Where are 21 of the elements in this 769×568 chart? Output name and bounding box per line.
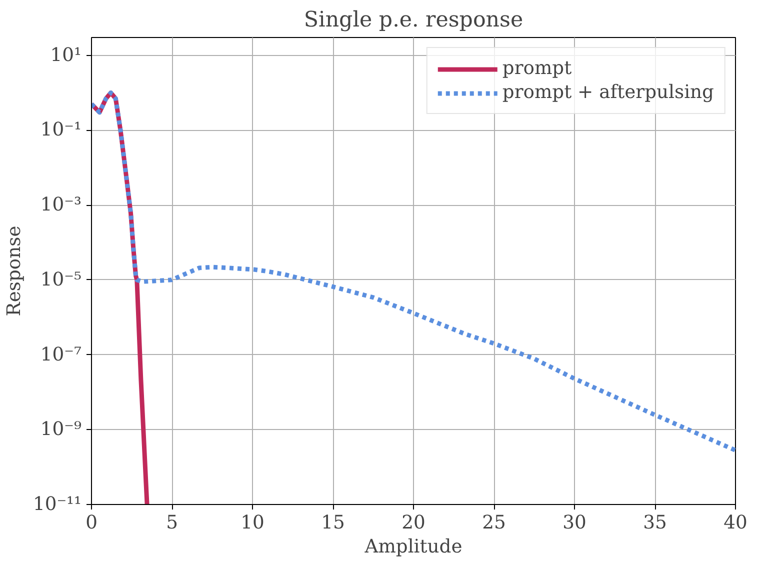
x-tick-label: 10 <box>240 512 264 534</box>
x-tick-label: 15 <box>321 512 345 534</box>
y-tick-label: 10¹ <box>50 44 82 66</box>
y-tick-label: 10⁻⁷ <box>40 344 82 366</box>
x-tick-label: 35 <box>643 512 667 534</box>
x-tick-label: 25 <box>482 512 506 534</box>
x-tick-label: 20 <box>402 512 426 534</box>
x-tick-label: 30 <box>562 512 586 534</box>
y-axis-title: Response <box>4 226 25 316</box>
x-tick-label: 0 <box>86 512 98 534</box>
y-tick-label: 10⁻⁹ <box>40 419 82 440</box>
y-tick-label: 10⁻¹¹ <box>32 494 82 515</box>
y-tick-label: 10⁻¹ <box>40 120 82 141</box>
x-tick-label: 40 <box>724 512 748 534</box>
legend-label: prompt + afterpulsing <box>502 82 714 103</box>
y-tick-label: 10⁻⁵ <box>40 269 82 290</box>
legend-label: prompt <box>502 58 572 79</box>
x-axis-title: Amplitude <box>364 536 462 558</box>
chart-title: Single p.e. response <box>304 8 524 32</box>
x-tick-label: 5 <box>166 512 178 534</box>
y-tick-label: 10⁻³ <box>40 194 82 216</box>
